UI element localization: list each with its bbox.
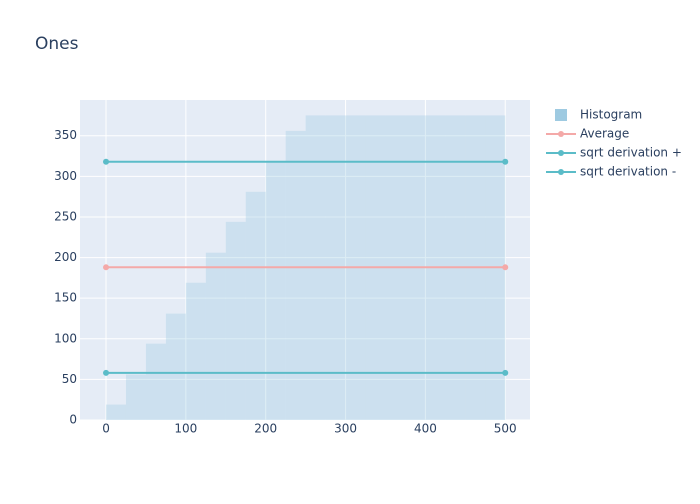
legend-marker bbox=[558, 131, 564, 137]
x-tick-label: 200 bbox=[254, 422, 277, 436]
chart-title: Ones bbox=[35, 34, 79, 54]
histogram-bar bbox=[225, 221, 246, 420]
histogram-bar bbox=[185, 282, 206, 420]
y-tick-label: 250 bbox=[54, 209, 77, 223]
legend-item: Average bbox=[546, 127, 629, 141]
point bbox=[103, 264, 110, 271]
legend-item: sqrt derivation + bbox=[546, 146, 682, 160]
legend-item: Histogram bbox=[555, 108, 642, 122]
legend-marker bbox=[558, 169, 564, 175]
histogram-bar bbox=[265, 160, 286, 421]
histogram-bar bbox=[205, 252, 226, 420]
legend-item: sqrt derivation - bbox=[546, 165, 676, 179]
y-tick-label: 150 bbox=[54, 291, 77, 305]
y-tick-label: 50 bbox=[62, 372, 77, 386]
histogram-bar bbox=[245, 191, 266, 420]
histogram-bar bbox=[125, 374, 146, 420]
y-tick-label: 300 bbox=[54, 169, 77, 183]
legend-label: Histogram bbox=[580, 108, 642, 122]
y-tick-label: 200 bbox=[54, 250, 77, 264]
x-tick-label: 100 bbox=[174, 422, 197, 436]
x-tick-label: 0 bbox=[102, 422, 110, 436]
histogram-bar bbox=[145, 343, 166, 420]
point bbox=[502, 264, 509, 271]
legend-marker bbox=[558, 150, 564, 156]
histogram-bar bbox=[285, 130, 306, 420]
x-tick-label: 500 bbox=[494, 422, 517, 436]
legend-label: sqrt derivation + bbox=[580, 146, 682, 160]
legend-label: Average bbox=[580, 127, 629, 141]
point bbox=[103, 158, 110, 165]
y-tick-label: 350 bbox=[54, 128, 77, 142]
y-tick-label: 0 bbox=[69, 413, 77, 427]
x-tick-label: 400 bbox=[414, 422, 437, 436]
point bbox=[103, 369, 110, 376]
legend-label: sqrt derivation - bbox=[580, 165, 676, 179]
histogram-bar bbox=[165, 313, 186, 420]
legend-swatch bbox=[555, 109, 567, 121]
histogram-bar bbox=[106, 404, 126, 420]
point bbox=[502, 158, 509, 165]
plot-area bbox=[80, 100, 530, 420]
point bbox=[502, 369, 509, 376]
x-tick-label: 300 bbox=[334, 422, 357, 436]
y-tick-label: 100 bbox=[54, 331, 77, 345]
